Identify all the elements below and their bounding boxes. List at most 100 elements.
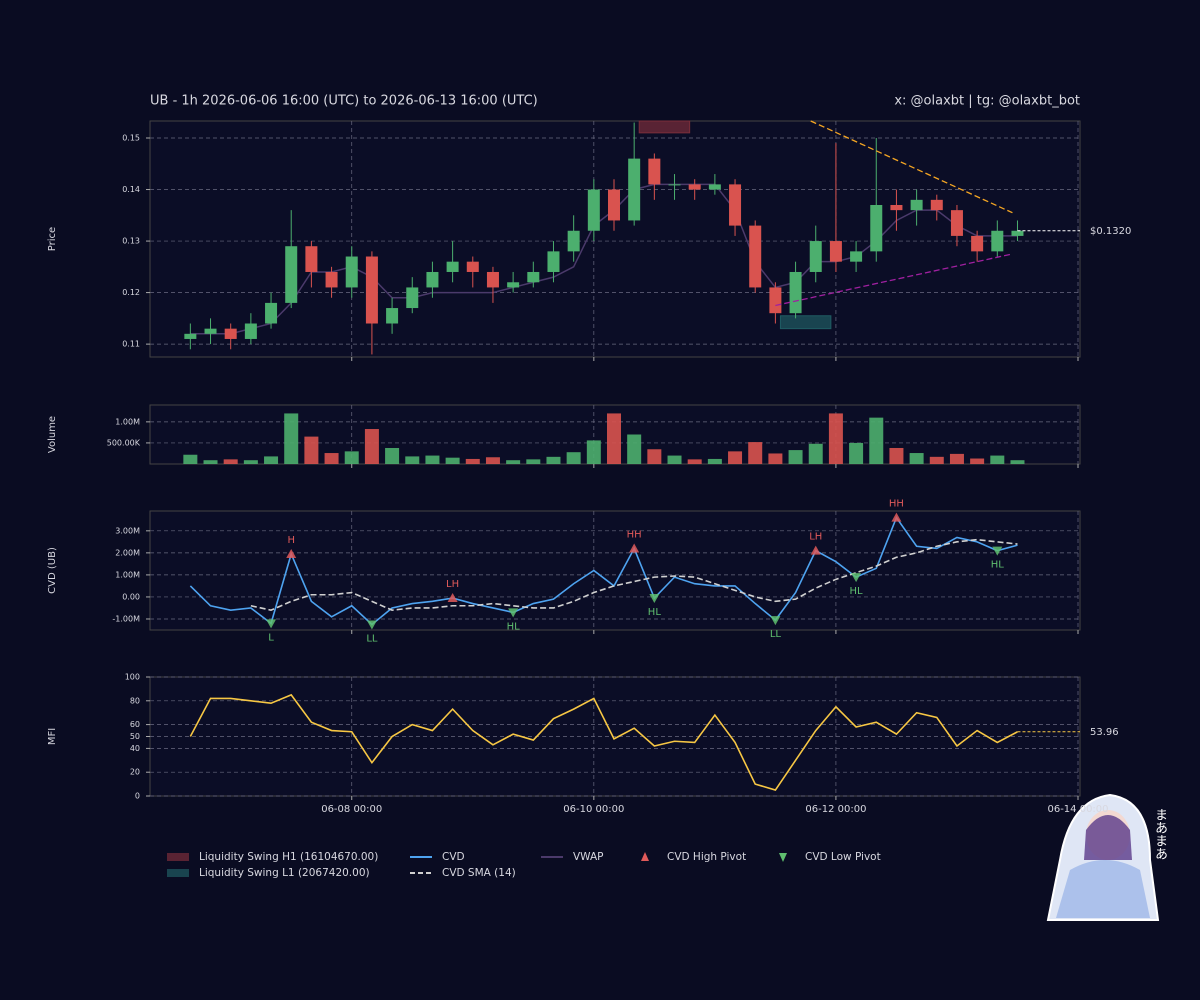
liquidity-zone — [779, 315, 832, 330]
pivot-label: HH — [889, 499, 904, 510]
volume-bar — [284, 413, 299, 464]
y-axis-label: MFI — [47, 728, 58, 745]
candle-body — [406, 287, 419, 309]
legend-swatch — [641, 852, 649, 861]
volume-bar — [1010, 460, 1025, 464]
pivot-marker — [266, 619, 277, 629]
credit: x: @olaxbt | tg: @olaxbt_bot — [894, 94, 1080, 109]
volume-bar — [425, 455, 440, 464]
candle-body — [507, 282, 520, 288]
panel-frame — [149, 510, 1081, 631]
legend-label: CVD SMA (14) — [442, 867, 516, 879]
pivot-marker — [851, 573, 862, 583]
volume-bar — [586, 440, 601, 464]
pivot-label: HL — [648, 607, 662, 618]
candle-body — [890, 204, 903, 211]
legend-label: CVD High Pivot — [667, 851, 746, 863]
candle-body — [587, 189, 600, 231]
y-tick-label: 50 — [130, 732, 140, 741]
volume-bar — [768, 453, 783, 464]
sticker-text: まあまあ — [1152, 808, 1167, 860]
candle-body — [971, 235, 984, 252]
pivot-label: HH — [627, 529, 642, 540]
pivot-label: LL — [366, 633, 378, 644]
candle-body — [910, 199, 923, 211]
volume-bar — [627, 434, 642, 464]
pivot-label: LL — [770, 629, 782, 640]
y-tick-label: 100 — [125, 673, 140, 682]
legend-label: Liquidity Swing L1 (2067420.00) — [199, 867, 370, 879]
candle-body — [446, 261, 459, 272]
pivot-marker — [508, 608, 519, 618]
candle-body — [668, 184, 681, 186]
pivot-label: HL — [507, 621, 521, 632]
candle-body — [749, 225, 762, 288]
candle-body — [486, 271, 499, 288]
candle-body — [224, 328, 237, 339]
candle-body — [386, 308, 399, 324]
candle-body — [930, 199, 943, 211]
pivot-marker — [447, 593, 458, 603]
volume-bar — [485, 457, 500, 464]
pivot-marker — [649, 594, 660, 604]
y-tick-label: 40 — [130, 744, 140, 753]
pivot-label: LH — [809, 532, 822, 543]
volume-bar — [889, 447, 904, 464]
x-tick-label: 06-10 00:00 — [563, 804, 624, 815]
candle-body — [547, 251, 560, 272]
pivot-marker — [891, 512, 902, 522]
candle-body — [991, 230, 1004, 252]
volume-bar — [687, 459, 702, 464]
y-tick-label: 500.00K — [107, 438, 141, 447]
sticker — [1046, 793, 1160, 921]
y-tick-label: 0 — [135, 792, 140, 801]
volume-bar — [506, 460, 521, 464]
last-price-label: $0.1320 — [1090, 226, 1131, 237]
candle-body — [688, 184, 701, 190]
y-tick-label: 0.11 — [122, 340, 140, 349]
legend-label: Liquidity Swing H1 (16104670.00) — [199, 851, 378, 863]
x-tick-label: 06-12 00:00 — [805, 804, 866, 815]
volume-bar — [264, 456, 279, 464]
y-tick-label: 60 — [130, 720, 140, 729]
y-tick-label: 0.14 — [122, 185, 140, 194]
pivot-marker — [810, 545, 821, 555]
volume-bar — [869, 417, 884, 464]
candle-body — [466, 261, 479, 272]
candle-body — [608, 189, 620, 221]
candle-body — [244, 323, 257, 339]
pivot-label: L — [268, 632, 274, 643]
y-tick-label: 1.00M — [115, 417, 140, 426]
candle-body — [184, 333, 197, 339]
volume-bar — [667, 455, 682, 464]
volume-bar — [707, 458, 722, 464]
volume-bar — [990, 455, 1005, 464]
volume-bar — [223, 459, 238, 464]
candle-body — [648, 158, 661, 185]
series-line — [189, 515, 1018, 626]
candle-body — [729, 184, 742, 226]
candle-body — [829, 241, 842, 262]
chart-title: UB - 1h 2026-06-06 16:00 (UTC) to 2026-0… — [150, 94, 538, 109]
pivot-marker — [629, 543, 640, 553]
volume-bar — [445, 457, 460, 464]
y-tick-label: 0.13 — [122, 237, 140, 246]
x-tick-label: 06-08 00:00 — [321, 804, 382, 815]
candle-body — [950, 210, 963, 236]
y-tick-label: 3.00M — [115, 526, 140, 535]
volume-bar — [808, 443, 823, 464]
y-tick-label: -1.00M — [112, 614, 140, 623]
y-tick-label: 2.00M — [115, 548, 140, 557]
volume-bar — [909, 453, 924, 464]
volume-bar — [828, 413, 843, 464]
volume-bar — [929, 456, 944, 464]
volume-bar — [647, 449, 662, 464]
candle-body — [870, 204, 883, 252]
candle-body — [789, 271, 802, 314]
candle-body — [628, 158, 641, 221]
legend-swatch — [167, 869, 189, 877]
trendline — [810, 120, 1013, 214]
candle-body — [265, 302, 278, 324]
last-value-label: 53.96 — [1090, 727, 1119, 738]
